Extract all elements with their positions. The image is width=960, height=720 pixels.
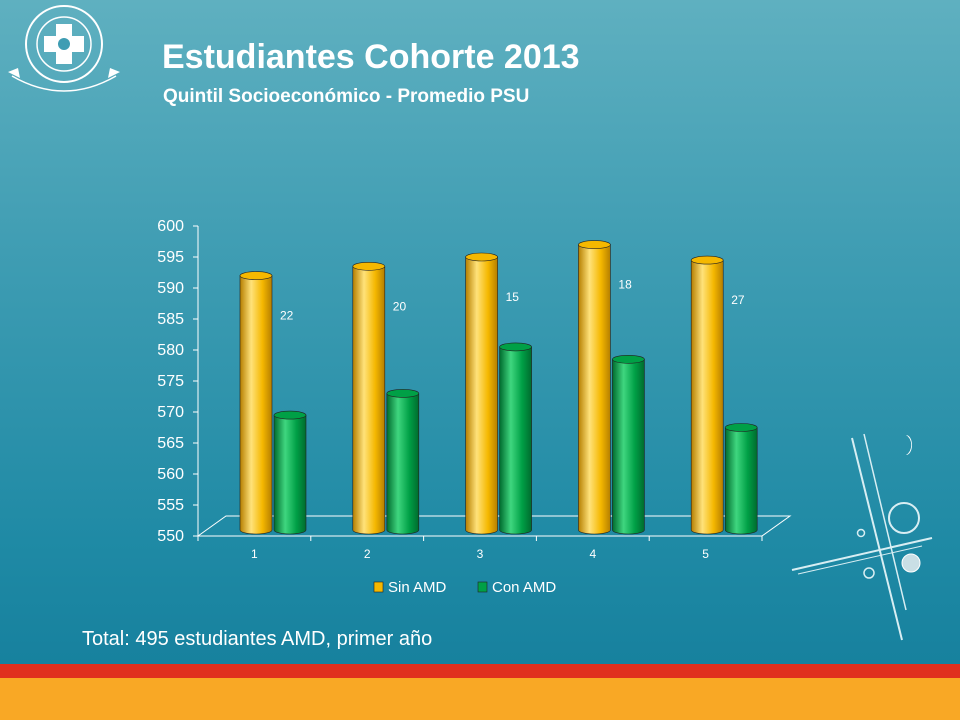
bar-sin-amd [578,240,611,535]
y-tick-label: 585 [157,311,184,328]
footer-band-orange [0,678,960,720]
bar-sin-amd [239,271,273,535]
slide-subtitle: Quintil Socioeconómico - Promedio PSU [163,86,530,107]
legend-label: Sin AMD [388,579,447,596]
chart-floor [196,515,792,537]
x-tick-label: 1 [251,547,258,561]
data-label: 22 [280,309,294,323]
x-tick-label: 3 [477,547,484,561]
y-tick-label: 570 [157,404,184,421]
y-tick-label: 555 [157,497,184,514]
bar-sin-amd [690,255,724,535]
legend-label: Con AMD [492,579,556,596]
y-tick-label: 560 [157,466,184,483]
legend-swatch [477,581,488,593]
footer-stripe-red [0,664,960,678]
decorative-lines [791,433,933,641]
bar-con-amd [612,354,645,535]
bar-con-amd [499,342,532,535]
y-tick-labels: 550 555 560 565 570 575 580 585 590 595 600 [157,218,198,545]
data-label: 27 [731,293,745,307]
legend-swatch [373,581,384,593]
bar-con-amd [724,423,758,535]
bar-sin-amd [465,252,498,535]
legend-item: Sin AMD [373,579,447,596]
y-tick-label: 550 [157,528,184,545]
x-tick-label: 2 [364,547,371,561]
chart-legend: Sin AMD Con AMD [373,579,556,596]
data-label: 15 [506,290,520,304]
bar-con-amd [386,389,420,535]
university-logo [8,5,120,92]
data-label: 20 [393,299,407,313]
y-tick-label: 565 [157,435,184,452]
y-tick-label: 595 [157,249,184,266]
x-tick-label: 5 [702,547,709,561]
slide-title: Estudiantes Cohorte 2013 [162,38,580,76]
x-tick-labels: 1 2 3 4 5 [197,536,763,561]
legend-item: Con AMD [477,579,556,596]
bar-con-amd [273,410,307,535]
data-labels: 22 20 15 18 27 [280,278,745,323]
y-tick-label: 600 [157,218,184,235]
data-label: 18 [618,278,632,292]
y-tick-label: 580 [157,342,184,359]
chart-bars [239,240,758,535]
y-tick-label: 590 [157,280,184,297]
bar-sin-amd [352,261,386,535]
x-tick-label: 4 [589,547,596,561]
y-tick-label: 575 [157,373,184,390]
footnote: Total: 495 estudiantes AMD, primer año [82,628,433,650]
